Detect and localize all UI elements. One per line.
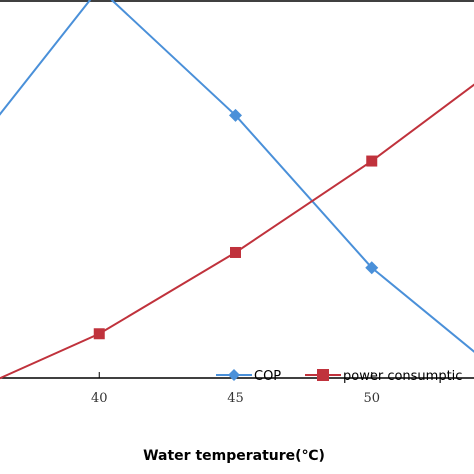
legend-power-consumption-label: power consumptic — [343, 369, 462, 384]
legend: COP power consumptic — [216, 369, 462, 384]
legend-power-consumption-marker — [317, 369, 329, 381]
power-consumption-point — [230, 246, 241, 258]
legend-cop-marker — [228, 369, 240, 381]
x-tick-label: 50 — [363, 391, 380, 406]
cop-line — [0, 0, 474, 353]
power-consumption-line — [0, 83, 474, 380]
plot-frame — [0, 0, 474, 379]
power-consumption-point — [366, 155, 378, 167]
power-consumption-point — [93, 328, 105, 340]
x-tick-label: 45 — [227, 391, 244, 406]
x-tick-label: 40 — [91, 391, 108, 406]
series-layer — [0, 0, 474, 380]
cop-point — [229, 108, 242, 122]
cop-point — [365, 261, 379, 275]
legend-cop-label: COP — [254, 369, 281, 384]
x-axis-title: Water temperature(℃) — [143, 448, 325, 464]
